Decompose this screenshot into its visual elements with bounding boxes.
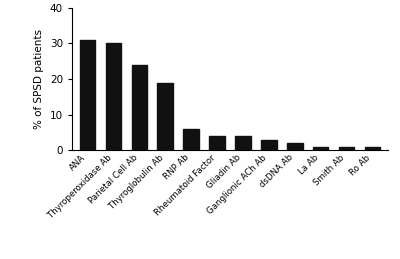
Bar	[132, 65, 147, 150]
Bar	[209, 136, 225, 150]
Bar	[235, 136, 251, 150]
Bar	[313, 147, 328, 150]
Bar	[261, 140, 277, 150]
Bar	[80, 40, 95, 150]
Bar	[365, 147, 380, 150]
Y-axis label: % of SPSD patients: % of SPSD patients	[34, 29, 44, 129]
Bar	[287, 143, 302, 150]
Bar	[158, 83, 173, 150]
Bar	[106, 44, 121, 150]
Bar	[183, 129, 199, 150]
Bar	[339, 147, 354, 150]
